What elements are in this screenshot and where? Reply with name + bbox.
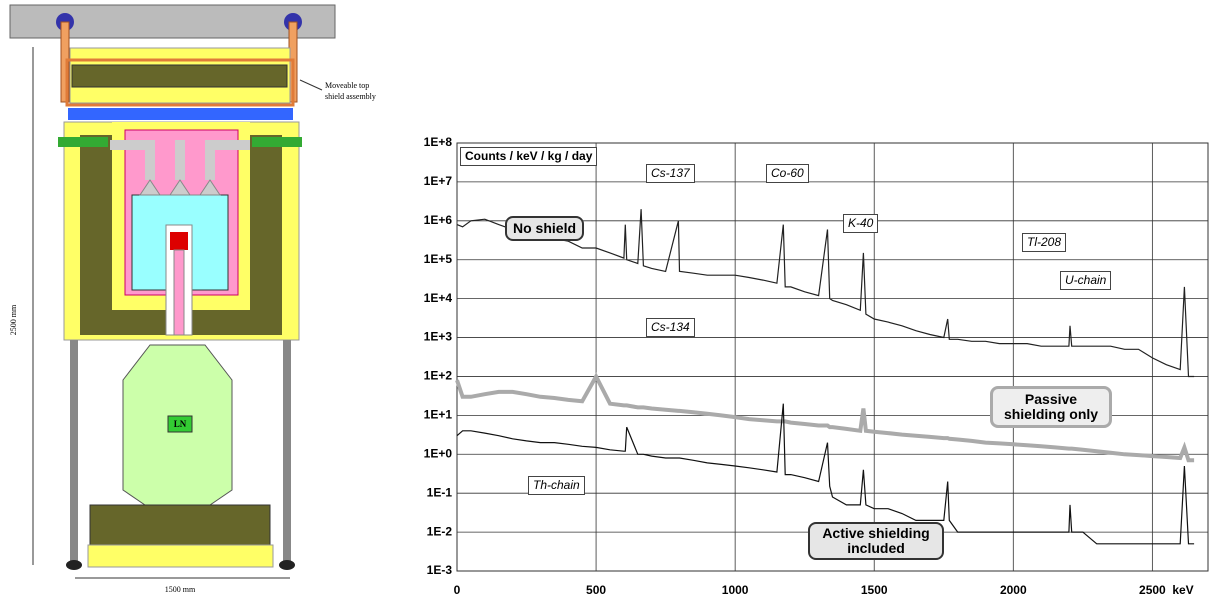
top-label: Moveable top: [325, 81, 369, 90]
shield-diagram: LN 2500 mm 1500 mm Moveable top shield a…: [9, 4, 376, 594]
y-tick-label: 1E+0: [424, 446, 453, 460]
annotation: Active shielding included: [808, 522, 944, 560]
y-tick-label: 1E+6: [424, 213, 453, 227]
y-tick-label: 1E+8: [424, 135, 453, 149]
x-tick-label: 2000: [1000, 583, 1027, 597]
dewar-label: LN: [174, 419, 187, 429]
y-tick-label: 1E+1: [424, 408, 453, 422]
y-tick-label: 1E-3: [427, 563, 453, 577]
annotation: U-chain: [1060, 271, 1112, 290]
width-label: 1500 mm: [165, 585, 196, 594]
annotation: Tl-208: [1022, 233, 1067, 252]
annotation: K-40: [843, 214, 879, 233]
y-axis-label: Counts / keV / kg / day: [460, 147, 598, 166]
x-tick-label: 500: [586, 583, 606, 597]
spectrum-line: [456, 209, 1195, 378]
x-tick-label: 1000: [722, 583, 749, 597]
y-tick-label: 1E+3: [424, 330, 453, 344]
x-axis-label: keV: [1172, 583, 1193, 597]
spectrum-line: [456, 403, 1195, 545]
y-tick-label: 1E+5: [424, 252, 453, 266]
height-label: 2500 mm: [9, 304, 18, 335]
x-tick-label: 2500: [1139, 583, 1166, 597]
y-tick-label: 1E+7: [424, 174, 453, 188]
annotation: Passive shielding only: [990, 386, 1112, 428]
y-tick-label: 1E-1: [427, 485, 453, 499]
top-label: shield assembly: [325, 92, 376, 101]
x-tick-label: 0: [454, 583, 461, 597]
annotation: Cs-134: [646, 318, 695, 337]
y-tick-label: 1E-2: [427, 524, 453, 538]
spectrum-line: [455, 372, 1195, 463]
plot-area: [456, 142, 1209, 572]
annotation: Th-chain: [528, 476, 585, 495]
annotation: Co-60: [766, 164, 809, 183]
annotation: No shield: [505, 216, 585, 241]
y-tick-label: 1E+4: [424, 291, 453, 305]
x-tick-label: 1500: [861, 583, 888, 597]
annotation: Cs-137: [646, 164, 695, 183]
y-tick-label: 1E+2: [424, 369, 453, 383]
